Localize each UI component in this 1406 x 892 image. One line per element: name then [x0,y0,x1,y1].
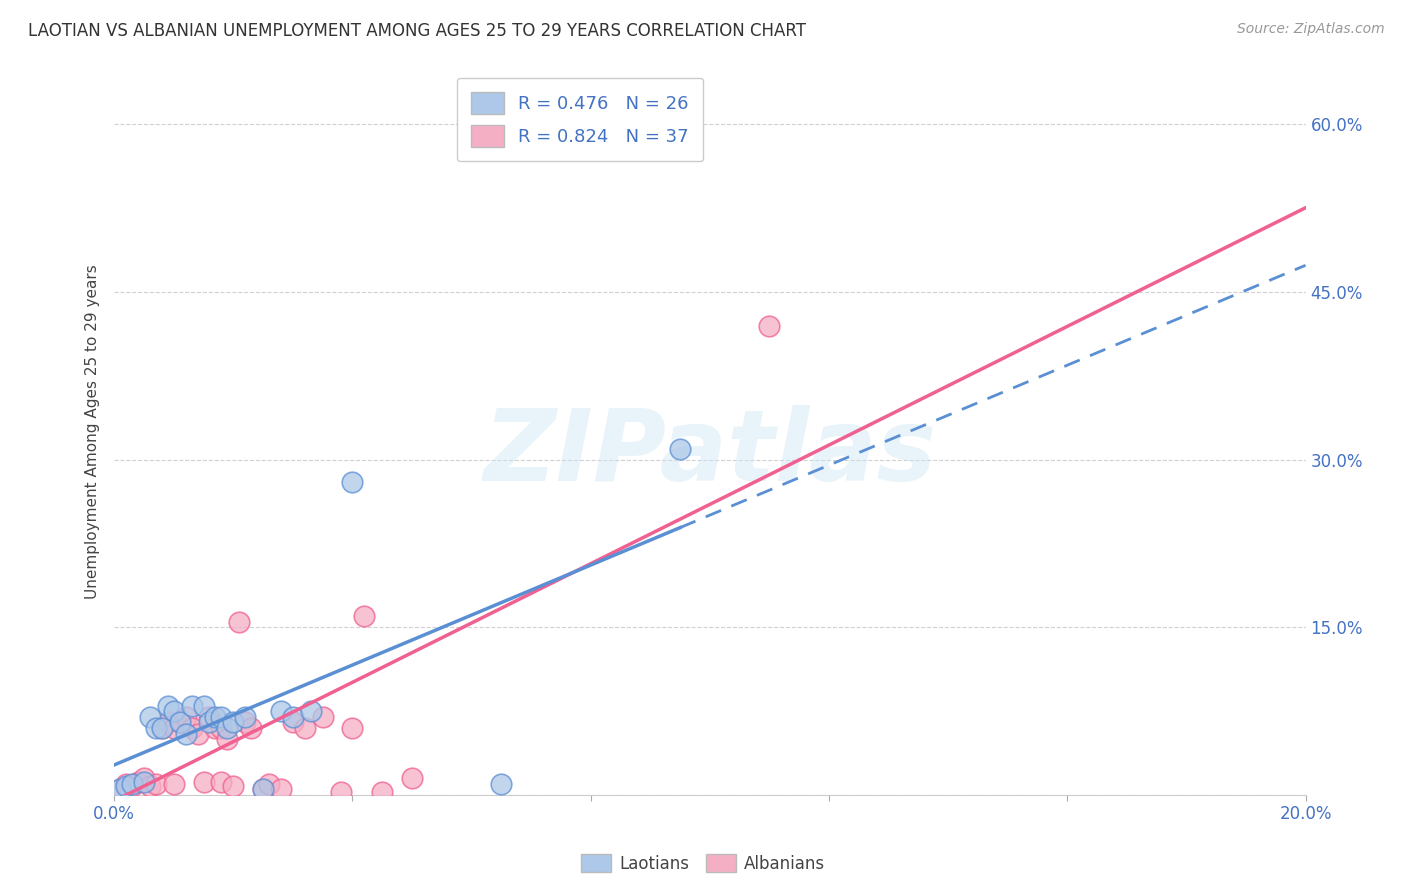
Point [193,698,215,713]
Point [270,704,292,718]
Point [294,721,316,735]
Point [240,721,263,735]
Point [342,475,364,489]
Point [198,715,221,730]
Point [257,777,280,791]
Point [222,715,245,730]
Point [163,721,186,735]
Point [169,715,191,730]
Point [169,715,191,730]
Point [180,721,202,735]
Text: Source: ZipAtlas.com: Source: ZipAtlas.com [1237,22,1385,37]
Point [299,704,322,718]
Point [139,710,162,724]
Point [204,721,226,735]
Point [180,698,202,713]
Point [156,715,179,730]
Point [329,785,352,799]
Legend: Laotians, Albanians: Laotians, Albanians [574,847,832,880]
Point [150,721,173,735]
Point [233,710,256,724]
Point [252,782,274,797]
Point [145,777,167,791]
Point [204,710,226,724]
Point [108,782,131,797]
Point [139,779,162,793]
Point [174,726,197,740]
Point [252,782,274,797]
Point [108,782,131,797]
Point [233,715,256,730]
Point [121,779,143,793]
Point [401,772,423,786]
Y-axis label: Unemployment Among Ages 25 to 29 years: Unemployment Among Ages 25 to 29 years [86,264,100,599]
Point [270,782,292,797]
Point [209,721,232,735]
Point [758,318,780,333]
Point [311,710,333,724]
Point [222,779,245,793]
Point [228,615,250,629]
Point [198,710,221,724]
Point [132,774,155,789]
Point [115,779,138,793]
Point [209,774,232,789]
Point [669,442,692,456]
Point [132,772,155,786]
Point [209,710,232,724]
Point [121,777,143,791]
Point [163,704,186,718]
Point [217,721,239,735]
Point [145,721,167,735]
Point [115,777,138,791]
Text: ZIPatlas: ZIPatlas [484,405,936,502]
Text: LAOTIAN VS ALBANIAN UNEMPLOYMENT AMONG AGES 25 TO 29 YEARS CORRELATION CHART: LAOTIAN VS ALBANIAN UNEMPLOYMENT AMONG A… [28,22,806,40]
Point [371,785,394,799]
Point [217,732,239,747]
Point [353,609,375,624]
Point [156,698,179,713]
Point [127,774,149,789]
Legend: R = 0.476   N = 26, R = 0.824   N = 37: R = 0.476 N = 26, R = 0.824 N = 37 [457,78,703,161]
Point [342,721,364,735]
Point [163,777,186,791]
Point [187,726,209,740]
Point [150,721,173,735]
Point [193,774,215,789]
Point [281,715,304,730]
Point [281,710,304,724]
Point [491,777,513,791]
Point [174,710,197,724]
